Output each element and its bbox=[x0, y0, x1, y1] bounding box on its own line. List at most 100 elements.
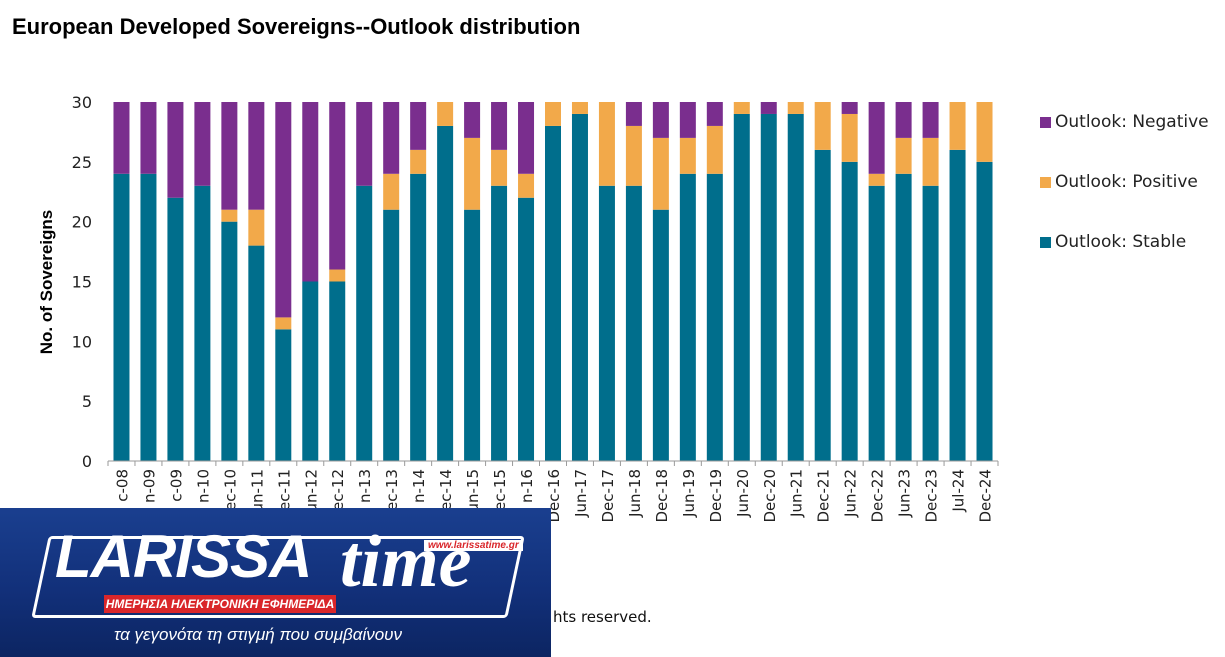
y-tick-label: 25 bbox=[72, 153, 92, 172]
x-tick-label: n-10 bbox=[194, 469, 212, 503]
legend-item-positive: Outlook: Positive bbox=[1040, 172, 1209, 192]
logo-tagline: τα γεγονότα τη στιγμή που συμβαίνουν bbox=[114, 625, 403, 644]
bar-segment-stable bbox=[221, 221, 238, 461]
bar-segment-stable bbox=[248, 245, 265, 461]
x-tick-label: Dec-24 bbox=[977, 469, 995, 523]
bar-segment-positive bbox=[571, 102, 588, 114]
y-axis-label: No. of Sovereigns bbox=[37, 210, 56, 355]
bar-segment-stable bbox=[302, 281, 319, 461]
bar-segment-stable bbox=[275, 329, 292, 461]
x-tick-label: Jul-24 bbox=[950, 469, 968, 513]
bar-segment-stable bbox=[329, 281, 346, 461]
bar-segment-negative bbox=[302, 102, 319, 282]
bar-segment-positive bbox=[545, 102, 561, 126]
bar-segment-positive bbox=[329, 269, 346, 282]
bar-segment-stable bbox=[625, 185, 642, 461]
bar-segment-stable bbox=[922, 185, 939, 461]
bar-segment-negative bbox=[329, 102, 346, 270]
x-tick-label: Dec-17 bbox=[599, 469, 617, 523]
bar-segment-positive bbox=[383, 173, 400, 210]
bar-segment-negative bbox=[491, 102, 508, 150]
bar-segment-negative bbox=[356, 102, 373, 186]
x-tick-label: ec-12 bbox=[329, 469, 347, 511]
bar-segment-positive bbox=[491, 149, 508, 186]
x-tick-label: n-13 bbox=[356, 469, 374, 503]
x-tick-label: Dec-20 bbox=[761, 469, 779, 523]
x-tick-label: n-14 bbox=[410, 469, 428, 503]
bar-segment-stable bbox=[976, 161, 993, 462]
bar-segment-positive bbox=[625, 125, 642, 186]
bar-segment-negative bbox=[706, 102, 723, 126]
bar-segment-positive bbox=[895, 137, 912, 174]
bar-segment-negative bbox=[922, 102, 939, 138]
bar-segment-stable bbox=[464, 209, 481, 461]
bar-segment-stable bbox=[571, 113, 588, 461]
bar-segment-stable bbox=[518, 197, 535, 461]
legend: Outlook: Negative Outlook: Positive Outloo… bbox=[1040, 112, 1209, 292]
bar-segment-positive bbox=[922, 137, 939, 186]
y-tick-label: 30 bbox=[72, 93, 92, 112]
bar-segment-stable bbox=[140, 173, 157, 462]
bar-segment-positive bbox=[841, 113, 858, 162]
bar-segment-positive bbox=[868, 173, 885, 186]
y-tick-label: 5 bbox=[82, 392, 92, 411]
x-tick-label: Dec-22 bbox=[869, 469, 887, 523]
y-tick-label: 10 bbox=[72, 332, 92, 351]
legend-swatch-stable bbox=[1040, 236, 1051, 248]
bar-segment-stable bbox=[410, 173, 427, 462]
bar-segment-stable bbox=[652, 209, 669, 461]
bar-segment-stable bbox=[760, 113, 777, 461]
bar-segment-stable bbox=[194, 185, 211, 461]
bar-segment-positive bbox=[679, 137, 696, 174]
x-tick-label: ec-11 bbox=[275, 469, 293, 511]
x-tick-label: n-16 bbox=[518, 469, 536, 503]
bar-segment-stable bbox=[706, 173, 723, 462]
bar-segment-stable bbox=[814, 149, 831, 461]
legend-label: Outlook: Negative bbox=[1055, 112, 1209, 132]
bar-segment-stable bbox=[356, 185, 373, 461]
x-tick-label: Dec-21 bbox=[815, 469, 833, 523]
x-tick-label: c-09 bbox=[167, 469, 185, 502]
bar-segment-stable bbox=[383, 209, 400, 461]
logo-subtitle: ΗΜΕΡΗΣΙΑ ΗΛΕΚΤΡΟΝΙΚΗ ΕΦΗΜΕΡΙΔΑ bbox=[104, 595, 336, 613]
bar-segment-positive bbox=[976, 102, 993, 162]
bar-segment-negative bbox=[194, 102, 211, 186]
x-tick-label: Jun-18 bbox=[626, 469, 644, 518]
bar-segment-positive bbox=[518, 173, 535, 198]
bar-segment-negative bbox=[248, 102, 265, 210]
bar-segment-negative bbox=[841, 102, 858, 114]
bar-segment-positive bbox=[598, 102, 615, 186]
x-tick-label: ec-13 bbox=[383, 469, 401, 511]
bar-segment-stable bbox=[598, 185, 615, 461]
x-tick-label: Jun-17 bbox=[572, 469, 590, 518]
x-tick-label: un-11 bbox=[248, 469, 266, 513]
bar-segment-stable bbox=[733, 113, 750, 461]
bar-segment-negative bbox=[113, 102, 130, 174]
bar-segment-positive bbox=[464, 137, 481, 210]
x-tick-label: un-12 bbox=[302, 469, 320, 513]
bar-segment-positive bbox=[221, 209, 238, 222]
bar-segment-positive bbox=[275, 317, 292, 330]
legend-label: Outlook: Positive bbox=[1055, 172, 1198, 192]
bar-segment-negative bbox=[140, 102, 157, 174]
bar-segment-negative bbox=[383, 102, 400, 174]
bar-segment-positive bbox=[733, 102, 750, 114]
bar-segment-positive bbox=[787, 102, 804, 114]
x-tick-label: Jun-21 bbox=[788, 469, 806, 518]
y-tick-label: 20 bbox=[72, 213, 92, 232]
bar-segment-negative bbox=[895, 102, 912, 138]
legend-swatch-negative bbox=[1040, 116, 1051, 128]
x-tick-label: Dec-19 bbox=[707, 469, 725, 523]
bar-segment-negative bbox=[760, 102, 777, 114]
bar-segment-negative bbox=[652, 102, 669, 138]
x-tick-label: c-08 bbox=[113, 469, 131, 502]
bar-segment-stable bbox=[949, 149, 966, 461]
bar-segment-negative bbox=[679, 102, 696, 138]
bar-segment-stable bbox=[787, 113, 804, 461]
legend-label: Outlook: Stable bbox=[1055, 232, 1187, 252]
logo-time-word: time bbox=[340, 521, 472, 603]
x-tick-label: ec-10 bbox=[221, 469, 239, 511]
bar-segment-negative bbox=[275, 102, 292, 318]
bar-segment-positive bbox=[949, 102, 966, 150]
